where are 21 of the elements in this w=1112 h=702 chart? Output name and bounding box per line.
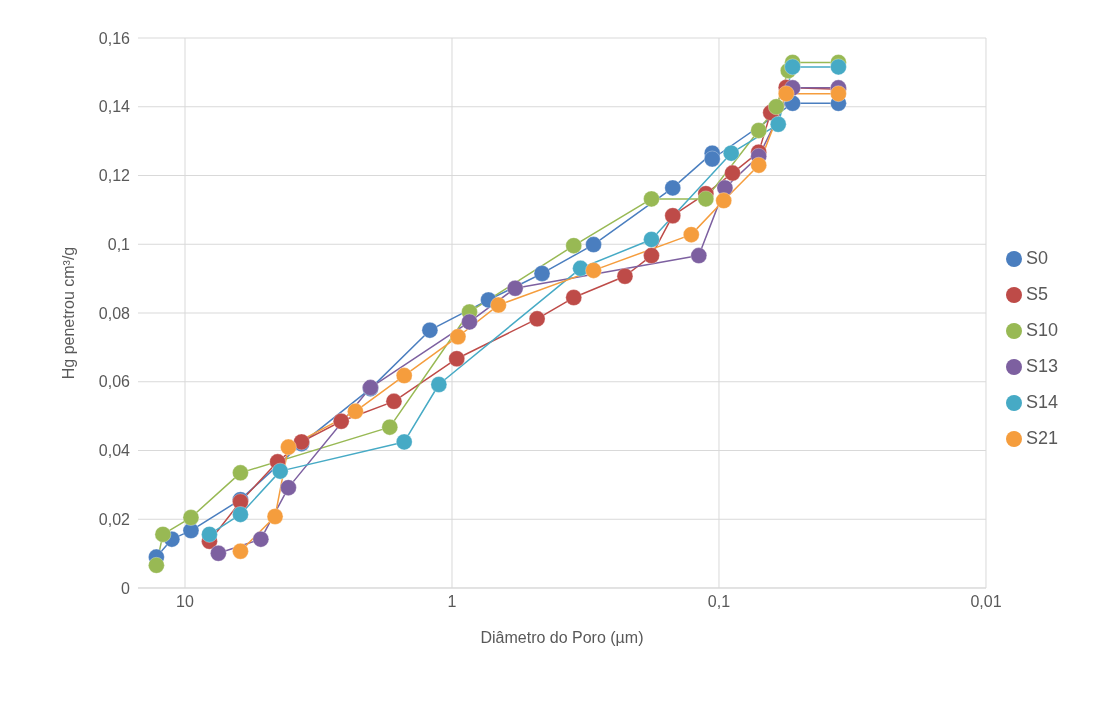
y-tick-label: 0,1	[107, 235, 131, 253]
y-tick-label: 0,06	[98, 373, 131, 391]
legend-label: S14	[1025, 392, 1058, 412]
y-tick-label: 0,02	[98, 510, 131, 528]
y-tick-label: 0,14	[98, 98, 131, 116]
y-tick-label: 0,12	[98, 167, 131, 185]
y-axis-title: Hg penetrou cm³/g	[59, 246, 77, 380]
y-tick-label: 0	[121, 579, 131, 597]
legend-label: S10	[1025, 320, 1058, 340]
x-tick-label: 0,01	[970, 593, 1002, 611]
legend-label: S13	[1025, 356, 1058, 376]
x-axis-title: Diâmetro do Poro (µm)	[480, 629, 644, 646]
x-tick-label: 1	[447, 593, 457, 611]
legend-label: S21	[1025, 428, 1058, 448]
legend-label: S0	[1025, 248, 1048, 268]
y-tick-label: 0,16	[98, 29, 131, 47]
legend-label: S5	[1025, 284, 1048, 304]
y-tick-label: 0,04	[98, 442, 131, 460]
x-tick-label: 10	[176, 593, 195, 611]
x-tick-label: 0,1	[707, 593, 731, 611]
y-tick-label: 0,08	[98, 304, 131, 322]
